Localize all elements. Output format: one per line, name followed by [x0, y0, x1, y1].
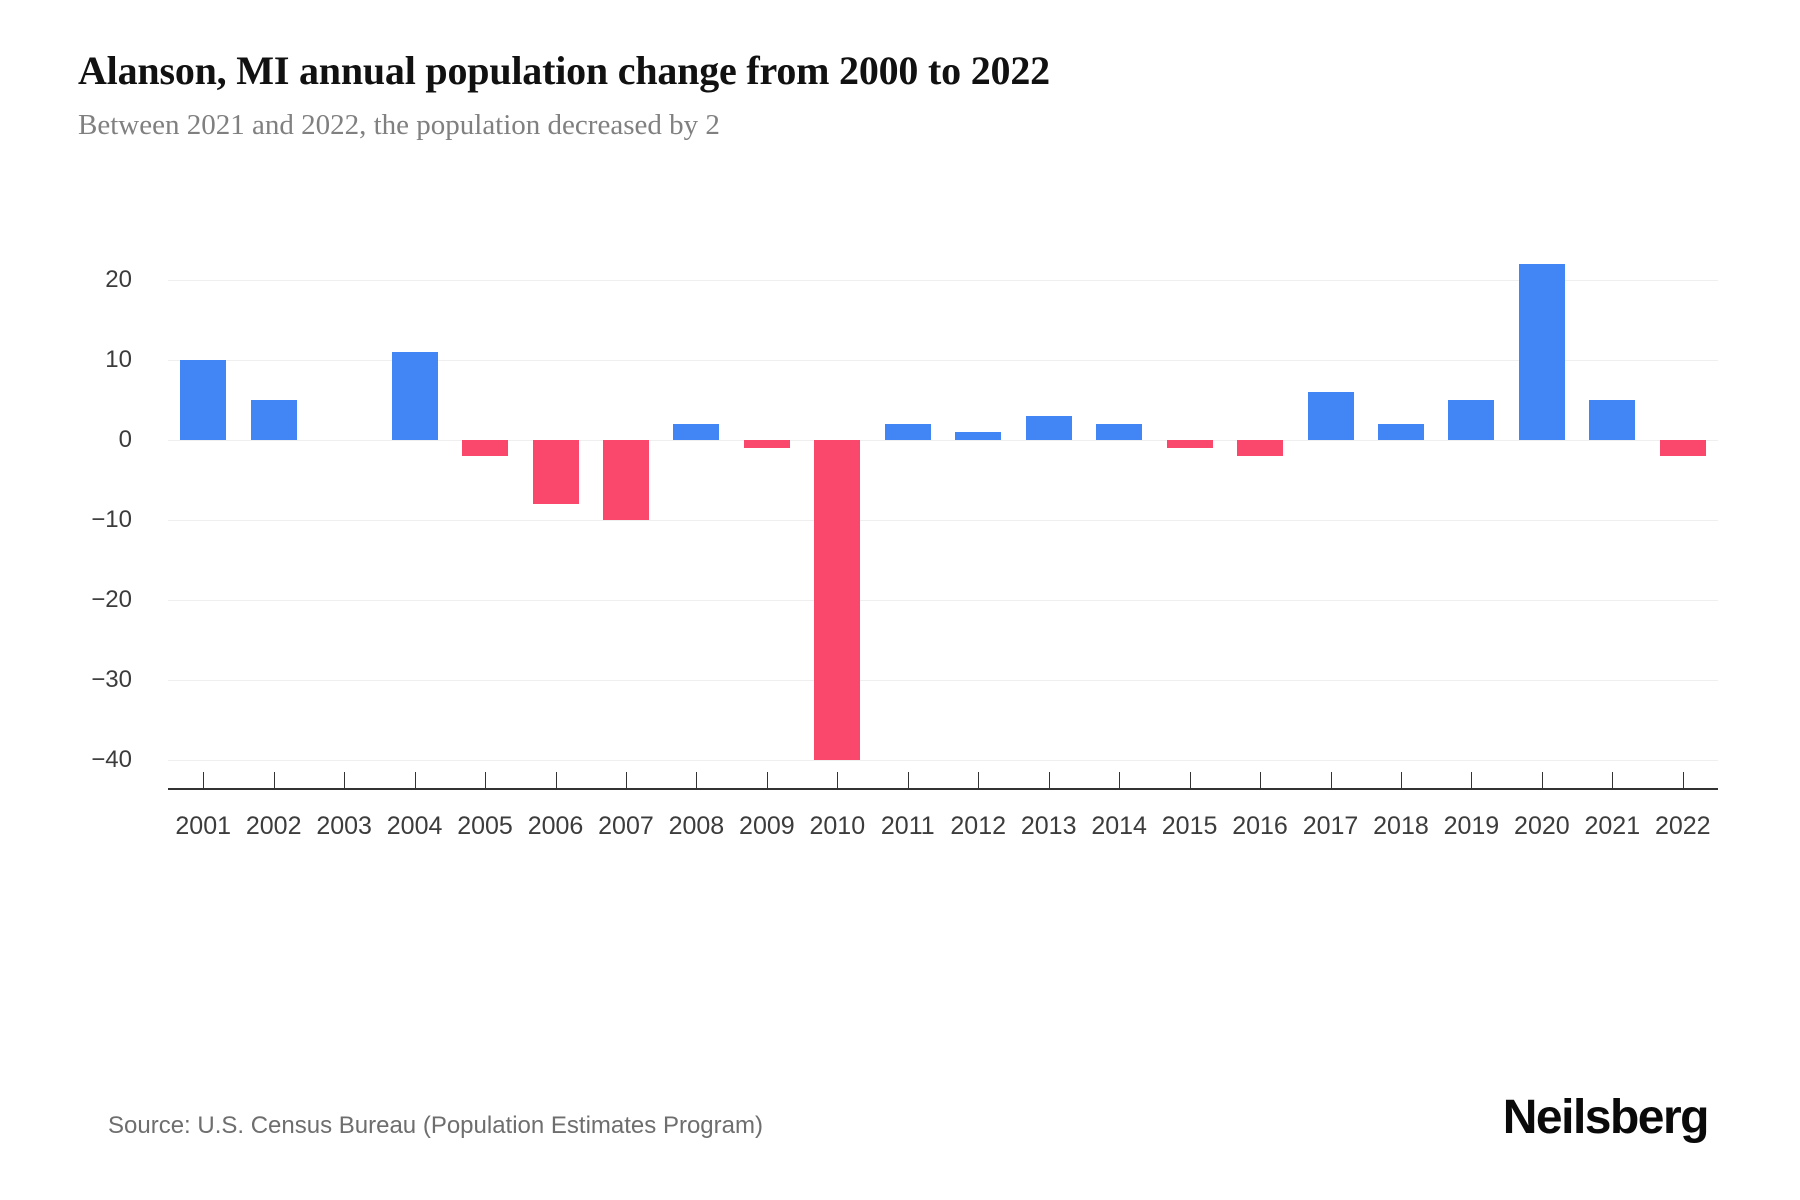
x-axis-tick-label-2008: 2008	[668, 812, 725, 840]
x-axis-tick	[1330, 772, 1332, 788]
x-axis-tick-label-2011: 2011	[880, 812, 935, 840]
x-axis-tick	[344, 772, 346, 788]
chart-footer: Source: U.S. Census Bureau (Population E…	[0, 1080, 1800, 1200]
gridline-20	[168, 280, 1718, 281]
gridline-neg30	[168, 680, 1718, 681]
x-axis-tick	[414, 772, 416, 788]
x-axis-tick-label-2022: 2022	[1654, 812, 1711, 840]
x-axis-tick	[837, 772, 839, 788]
bar-2007[interactable]	[602, 440, 649, 520]
x-axis-tick-label-2001: 2001	[175, 812, 232, 840]
x-axis-tick-label-2004: 2004	[386, 812, 443, 840]
bar-2004[interactable]	[391, 352, 438, 440]
x-axis-tick	[555, 772, 557, 788]
brand-logo: Neilsberg	[1502, 1091, 1710, 1144]
x-axis-tick	[978, 772, 980, 788]
y-axis-tick-label: 20	[105, 266, 132, 293]
x-axis-tick-label-2016: 2016	[1232, 812, 1288, 840]
x-axis-tick	[1048, 772, 1050, 788]
bar-2011[interactable]	[884, 424, 931, 440]
bar-2016[interactable]	[1237, 440, 1284, 456]
x-axis-tick-label-2020: 2020	[1514, 812, 1570, 840]
bar-2008[interactable]	[673, 424, 720, 440]
bar-2014[interactable]	[1096, 424, 1143, 440]
bar-2010[interactable]	[814, 440, 861, 760]
bar-2021[interactable]	[1589, 400, 1636, 440]
x-axis-tick	[1189, 772, 1191, 788]
bar-2017[interactable]	[1307, 392, 1354, 440]
y-axis-tick-label: −20	[91, 586, 132, 613]
y-axis-tick-label: 0	[118, 426, 132, 453]
bar-2006[interactable]	[532, 440, 579, 504]
gridline-neg10	[168, 520, 1718, 521]
x-axis-line	[168, 788, 1718, 790]
bar-2019[interactable]	[1448, 400, 1495, 440]
x-axis-tick-label-2009: 2009	[739, 812, 795, 840]
x-axis-tick	[203, 772, 205, 788]
x-axis-tick	[1682, 772, 1684, 788]
bar-2020[interactable]	[1518, 264, 1565, 440]
gridline-neg20	[168, 600, 1718, 601]
chart-subtitle: Between 2021 and 2022, the population de…	[78, 109, 720, 141]
x-axis-tick-label-2006: 2006	[527, 812, 584, 840]
y-axis-tick-label: −10	[91, 506, 132, 533]
x-axis-tick	[625, 772, 627, 788]
x-axis-tick	[1541, 772, 1543, 788]
gridline-0	[168, 440, 1718, 441]
x-axis-tick	[1119, 772, 1121, 788]
bars-group	[0, 250, 1800, 890]
bar-2002[interactable]	[250, 400, 297, 440]
x-axis-tick-label-2005: 2005	[457, 812, 513, 840]
bar-2015[interactable]	[1166, 440, 1213, 448]
x-axis-tick-label-2014: 2014	[1091, 812, 1147, 840]
gridlines-group: 20 10 −10 −20 −30 −40 0	[0, 250, 1800, 890]
x-axis-tick-label-2019: 2019	[1443, 812, 1500, 840]
gridline-10	[168, 360, 1718, 361]
source-note: Source: U.S. Census Bureau (Population E…	[108, 1112, 763, 1139]
x-axis-tick-label-2021: 2021	[1584, 812, 1641, 840]
x-axis-tick-label-2015: 2015	[1161, 812, 1218, 840]
bar-2013[interactable]	[1025, 416, 1072, 440]
y-axis-tick-label: 10	[105, 346, 132, 373]
x-axis-tick	[1612, 772, 1614, 788]
bar-2012[interactable]	[955, 432, 1002, 440]
chart-plot-area: 20 10 −10 −20 −30 −40 0 2001 2002 2003 2004 2005 20…	[0, 250, 1800, 890]
bar-2009[interactable]	[743, 440, 790, 448]
bar-2001[interactable]	[180, 360, 227, 440]
x-axis-tick-label-2012: 2012	[950, 812, 1007, 840]
page-title: Alanson, MI annual population change fro…	[78, 48, 1050, 93]
y-axis-tick-label: −40	[91, 746, 132, 773]
x-axis-tick-label-2018: 2018	[1373, 812, 1429, 840]
x-axis-tick	[1260, 772, 1262, 788]
y-axis-tick-label: −30	[91, 666, 132, 693]
x-axis-tick-label-2010: 2010	[809, 812, 866, 840]
x-axis-tick	[1400, 772, 1402, 788]
chart-header: Alanson, MI annual population change fro…	[78, 48, 1718, 143]
x-axis-tick-label-2007: 2007	[598, 812, 654, 840]
x-axis-tick	[485, 772, 487, 788]
x-axis-tick	[907, 772, 909, 788]
x-axis-tick-label-2013: 2013	[1020, 812, 1077, 840]
x-axis-tick	[273, 772, 275, 788]
x-axis-tick	[1471, 772, 1473, 788]
x-axis-tick	[696, 772, 698, 788]
x-axis-tick-label-2003: 2003	[316, 812, 372, 840]
x-axis-group: 2001 2002 2003 2004 2005 2006 2007 2008 2009 2010…	[0, 250, 1800, 890]
bar-2005[interactable]	[462, 440, 509, 456]
bar-2022[interactable]	[1659, 440, 1706, 456]
bar-2018[interactable]	[1377, 424, 1424, 440]
x-axis-tick	[766, 772, 768, 788]
x-axis-tick-label-2002: 2002	[245, 812, 302, 840]
x-axis-tick-label-2017: 2017	[1302, 812, 1359, 840]
gridline-neg40	[168, 760, 1718, 761]
